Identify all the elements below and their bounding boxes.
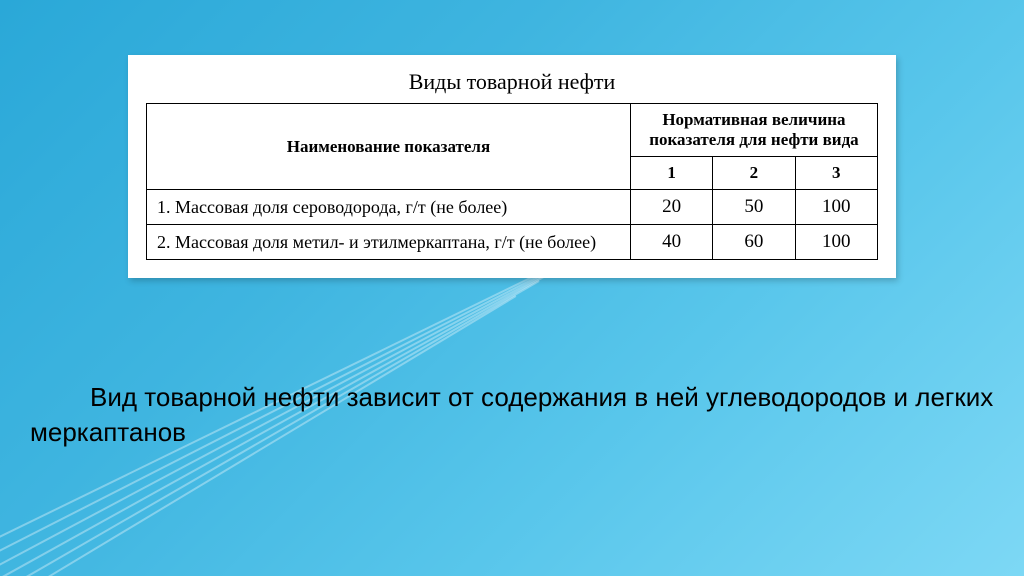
- row-value: 100: [795, 190, 877, 225]
- row-value: 20: [630, 190, 712, 225]
- table-row: 2. Массовая доля метил- и этилмеркаптана…: [147, 225, 878, 260]
- row-value: 60: [713, 225, 795, 260]
- subheader-1: 1: [630, 157, 712, 190]
- row-value: 100: [795, 225, 877, 260]
- row-label: 1. Массовая доля сероводорода, г/т (не б…: [147, 190, 631, 225]
- slide-caption: Вид товарной нефти зависит от содержания…: [30, 380, 994, 450]
- row-label: 2. Массовая доля метил- и этилмеркаптана…: [147, 225, 631, 260]
- caption-text: Вид товарной нефти зависит от содержания…: [30, 382, 993, 447]
- spec-table: Наименование показателя Нормативная вели…: [146, 103, 878, 260]
- table-row: 1. Массовая доля сероводорода, г/т (не б…: [147, 190, 878, 225]
- table-card: Виды товарной нефти Наименование показат…: [128, 55, 896, 278]
- header-left: Наименование показателя: [147, 104, 631, 190]
- header-right: Нормативная величина показателя для нефт…: [630, 104, 877, 157]
- subheader-2: 2: [713, 157, 795, 190]
- row-value: 40: [630, 225, 712, 260]
- subheader-3: 3: [795, 157, 877, 190]
- row-value: 50: [713, 190, 795, 225]
- table-title: Виды товарной нефти: [146, 69, 878, 95]
